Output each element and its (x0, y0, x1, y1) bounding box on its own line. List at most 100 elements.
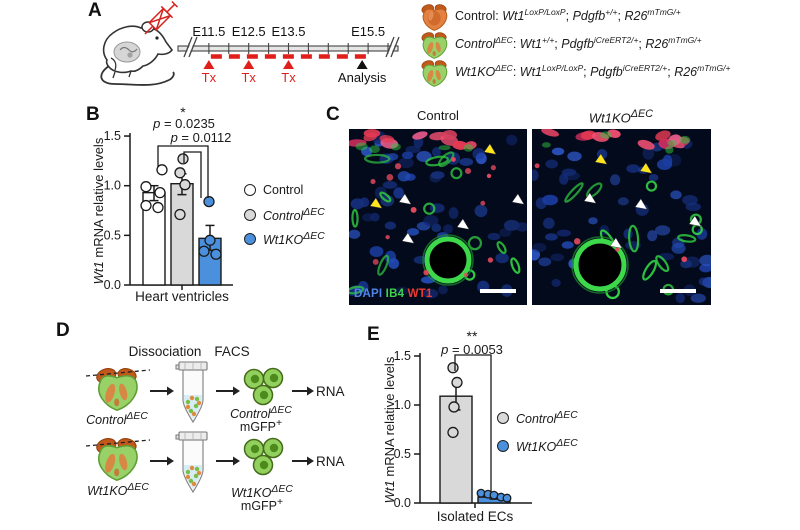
wt1ko-micrograph (532, 129, 711, 305)
p-value: p = 0.0112 (170, 130, 232, 145)
flow-arrow-icon (233, 386, 240, 396)
coronary-vessel (573, 238, 627, 292)
data-point (140, 181, 152, 193)
yellow-arrowhead-icon (594, 153, 608, 165)
legend-label: Control (263, 183, 304, 197)
x-axis-label: Heart ventricles (135, 289, 229, 304)
timepoint-label: E15.5 (351, 24, 385, 39)
significance-bracket (454, 354, 492, 492)
genotype-line-control: Control: Wt1LoxP/LoxP; Pdgfb+/+; R26mTmG… (455, 7, 681, 24)
syringe-icon (144, 0, 179, 35)
data-point (448, 401, 460, 413)
isolated-ecs-bar-chart: 0.0 0.5 1.0 1.5 **p = 0.0053 Isolated ECs (394, 328, 532, 524)
tx-label: Tx (281, 70, 296, 85)
tx-arrowhead-icon (283, 60, 294, 69)
legend-item: ControlΔEC (244, 207, 325, 223)
white-arrowhead-icon (401, 232, 415, 244)
data-point (154, 187, 166, 199)
channel-label-dapi: DAPI (354, 288, 383, 300)
mouse-eye (155, 36, 159, 40)
panel-c-label: C (326, 104, 340, 125)
micrograph-title-control: Control (417, 108, 459, 123)
bar-1 (170, 183, 194, 286)
micrograph-title-wt1ko: Wt1KOΔEC (588, 108, 654, 126)
significance-stars: ** (467, 328, 478, 344)
yellow-arrowhead-icon (483, 143, 497, 155)
dissection-plane-dash (85, 369, 151, 377)
analysis-arrowhead-icon (356, 60, 368, 69)
y-tick-label: 0.0 (394, 496, 411, 510)
legend-label: ControlΔEC (516, 410, 578, 427)
data-point (204, 234, 216, 246)
legend-dot-icon (497, 440, 509, 453)
panel-e-label: E (367, 324, 380, 345)
d-row2-rna-label: RNA (316, 454, 345, 469)
y-tick-label: 1.5 (394, 349, 411, 363)
flow-arrow-icon (307, 456, 314, 466)
legend-item: Wt1KOΔEC (497, 438, 578, 454)
flow-arrow-icon (167, 386, 174, 396)
dissection-plane-dash (85, 439, 151, 447)
data-point (179, 179, 191, 191)
chart-e-y-axis-title: Wt1 mRNA relative levels (382, 356, 397, 504)
channel-labels: DAPI IB4 WT1 (354, 288, 432, 300)
mouse-embryos (113, 41, 141, 63)
legend-dot-icon (244, 209, 256, 222)
d-row1-mgfp-label: mGFP+ (239, 418, 283, 435)
mouse-illustration (100, 0, 179, 86)
data-point (198, 245, 210, 257)
white-arrowhead-icon (609, 237, 623, 249)
coronary-vessel (424, 236, 472, 284)
legend-dot-icon (244, 233, 256, 246)
d-row1-rna-label: RNA (316, 384, 345, 399)
tx-arrowhead-icon (243, 60, 255, 69)
flow-arrow-icon (307, 386, 314, 396)
scale-bar (660, 289, 696, 293)
x-axis-label: Isolated ECs (437, 509, 514, 524)
genotype-line-wt1ko-dec: Wt1KOΔEC: Wt1LoxP/LoxP; PdgfbiCreERT2/+;… (455, 63, 731, 80)
data-point (152, 201, 164, 214)
control-micrograph (349, 129, 527, 305)
white-arrowhead-icon (398, 193, 412, 205)
microtube-icon (175, 361, 208, 424)
y-tick-label: 1.0 (104, 179, 121, 193)
d-row2-heart-label: Wt1KOΔEC (87, 482, 149, 499)
tx-label: Tx (241, 70, 256, 85)
data-point (502, 493, 512, 503)
y-tick-label: 0.0 (104, 278, 121, 292)
genotype-line-control-dec: ControlΔEC: Wt1+/+; PdgfbiCreERT2/+; R26… (455, 35, 702, 52)
p-value: p = 0.0053 (440, 342, 503, 357)
chart-b-y-axis-title: Wt1 mRNA relative levels (91, 137, 106, 285)
gfp-cells-icon (243, 437, 284, 476)
channel-label-ib4: IB4 (382, 288, 405, 300)
panel-b-label: B (86, 104, 100, 125)
white-arrowhead-icon (583, 192, 597, 204)
control-heart-icon (421, 4, 448, 31)
significance-bracket (157, 145, 209, 198)
y-tick-label: 1.0 (394, 398, 411, 412)
data-point (177, 153, 189, 165)
yellow-arrowhead-icon (369, 197, 383, 209)
legend-label: Wt1KOΔEC (516, 438, 578, 455)
wt1ko-dec-heart-icon (421, 60, 448, 87)
panel-a-label: A (88, 0, 102, 21)
legend-label: Wt1KOΔEC (263, 231, 325, 248)
tx-label: Tx (202, 70, 217, 85)
legend-item: ControlΔEC (497, 410, 578, 426)
white-arrowhead-icon (456, 218, 470, 230)
mouse-tail (100, 65, 175, 86)
embryo-timeline: E11.5 E12.5 E13.5 E15.5 Tx Tx Tx Analysis (177, 24, 400, 85)
gfp-cells-icon (243, 367, 284, 406)
analysis-label: Analysis (338, 70, 387, 85)
facs-workflow-art (85, 361, 314, 494)
data-point (203, 195, 215, 208)
legend-item: Wt1KOΔEC (244, 231, 325, 247)
legend-label: ControlΔEC (263, 207, 325, 224)
d-row2-mgfp-label: mGFP+ (240, 497, 284, 514)
data-point (447, 426, 459, 439)
timepoint-label: E13.5 (272, 24, 306, 39)
channel-label-wt1: WT1 (404, 288, 433, 300)
significance-stars: * (180, 104, 186, 120)
